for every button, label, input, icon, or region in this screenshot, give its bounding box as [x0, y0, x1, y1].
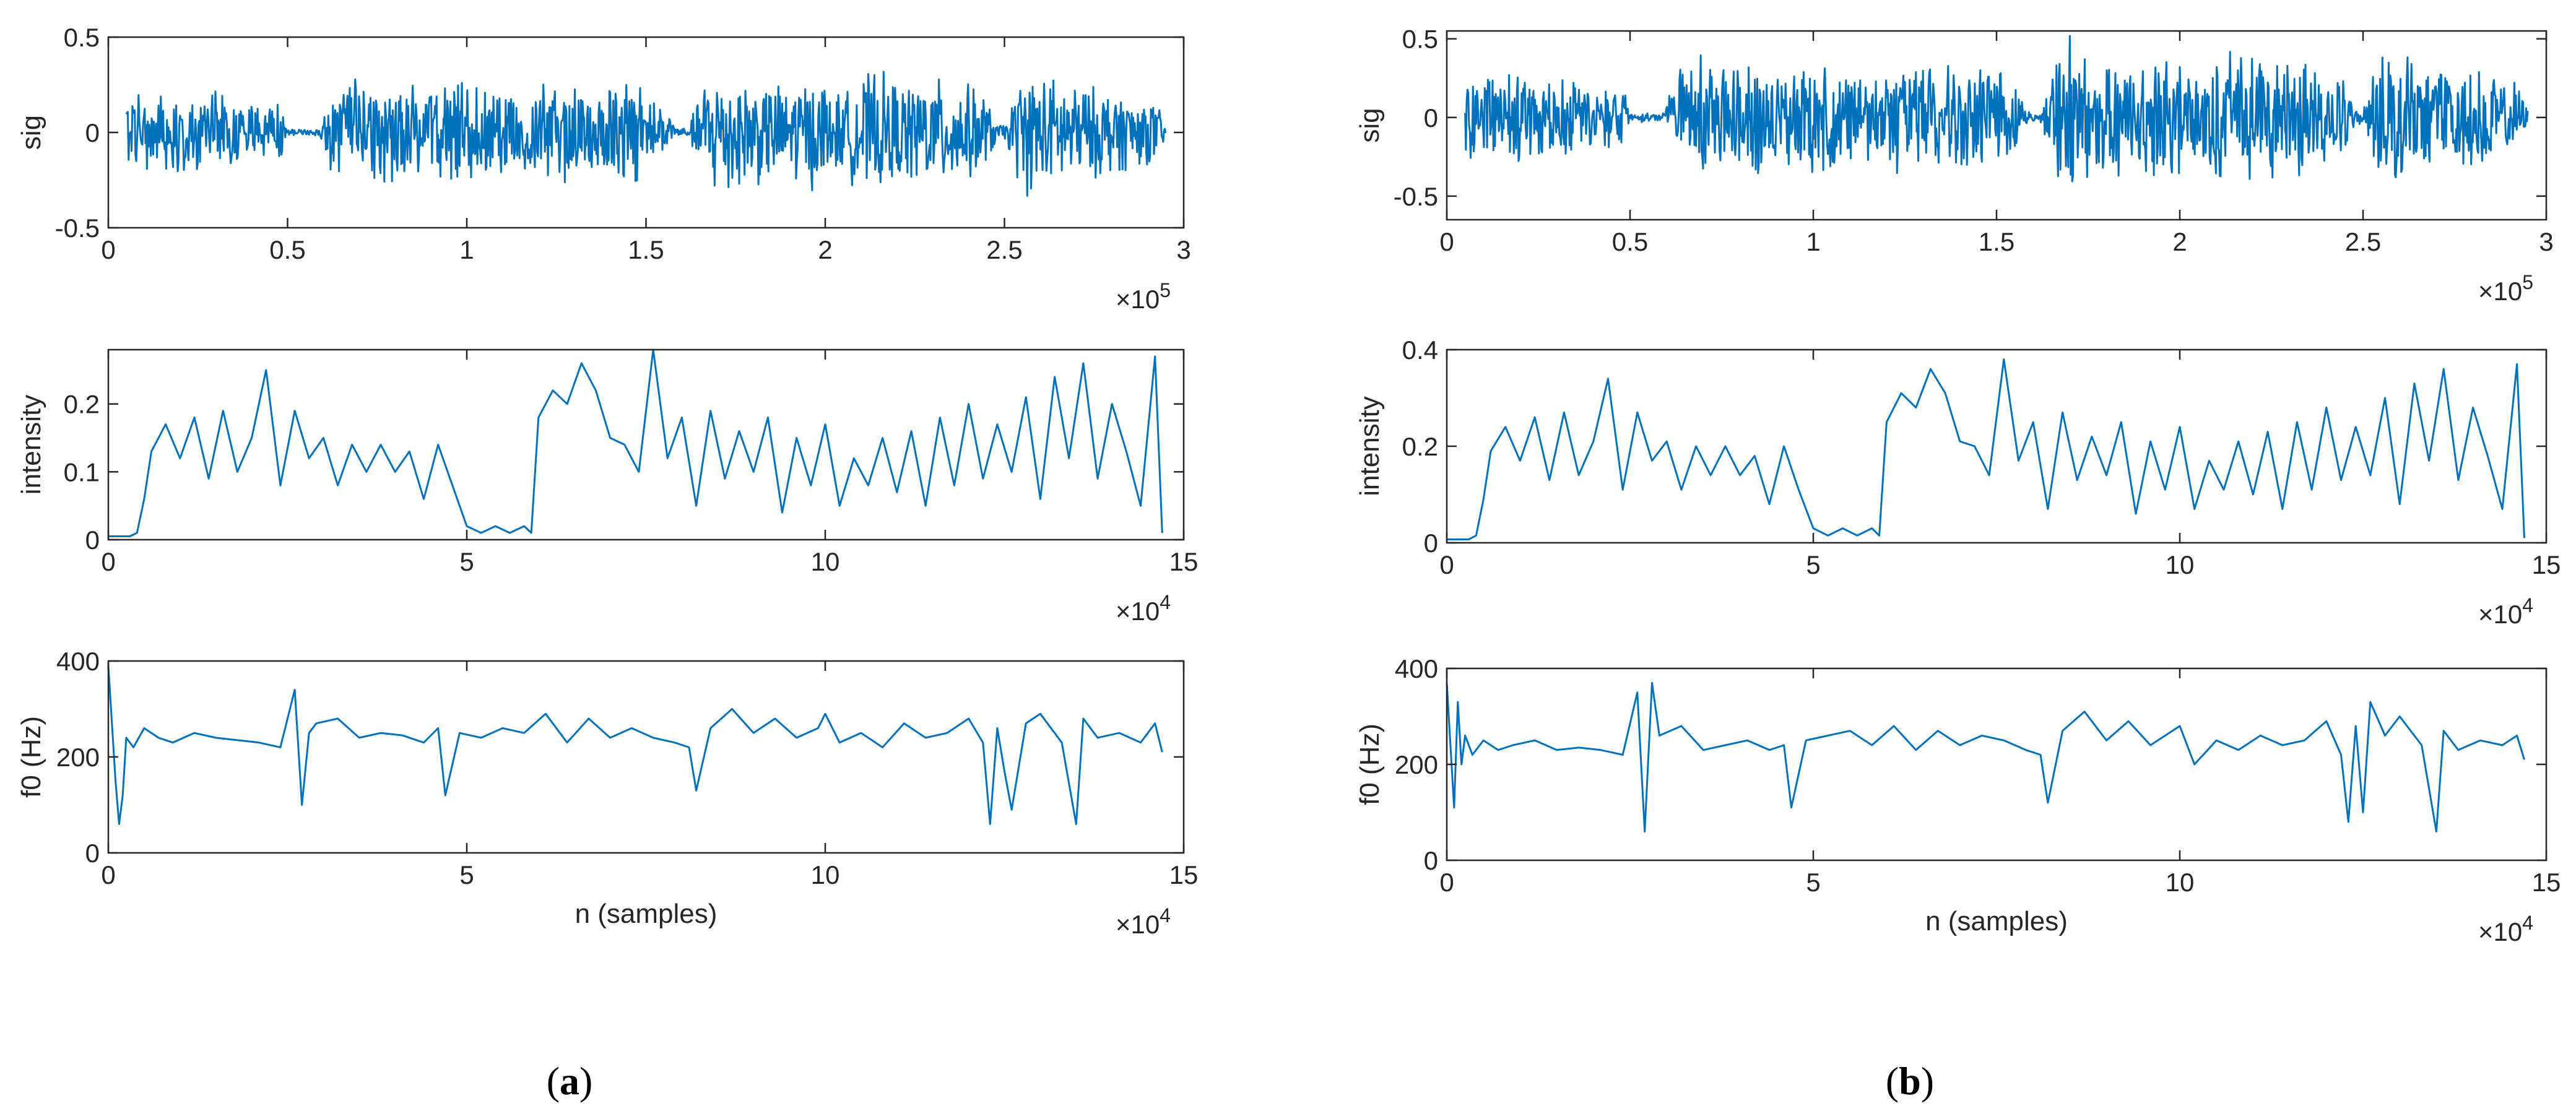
chart-a-intensity: 0 5 10 15 0 0.1 0.2 intensity ×104: [16, 348, 1199, 626]
chart-b-f0: 0 5 10 15 0 200 400 f0 (Hz) ×104 n (samples): [1355, 654, 2561, 946]
x-tick-label: 0: [101, 547, 115, 576]
y-tick-label: 0: [1424, 846, 1438, 875]
series-line: [125, 71, 1167, 197]
x-tick-label: 0.5: [1612, 227, 1648, 256]
x-tick-label: 1.5: [628, 235, 664, 264]
x-tick-label: 0: [101, 860, 115, 889]
x-tick-label: 5: [1806, 868, 1820, 897]
series-line: [1447, 358, 2525, 540]
x-multiplier-exponent: 4: [2522, 912, 2533, 934]
x-tick-label: 2: [818, 235, 832, 264]
series-line: [107, 665, 1163, 825]
y-axis-label: intensity: [16, 395, 46, 495]
x-tick-label: 10: [2166, 868, 2195, 897]
x-tick-label: 3: [1176, 235, 1190, 264]
x-tick-label: 0: [101, 235, 115, 264]
y-tick-label: 0.2: [1402, 432, 1438, 461]
y-tick-label: 0: [85, 525, 100, 555]
y-axis-label: sig: [16, 115, 46, 150]
y-tick-label: 0.5: [64, 23, 100, 52]
x-tick-label: 5: [459, 547, 474, 576]
y-tick-label: -0.5: [55, 214, 100, 243]
y-axis-label: f0 (Hz): [1355, 724, 1385, 805]
chart-b-intensity: 0 5 10 15 0 0.2 0.4 intensity ×104: [1355, 335, 2561, 629]
x-tick-label: 15: [1169, 860, 1199, 889]
y-tick-label: 400: [1395, 654, 1438, 683]
x-tick-label: 3: [2539, 227, 2553, 256]
x-axis-label: n (samples): [575, 899, 718, 929]
y-tick-label: 0.4: [1402, 335, 1438, 365]
y-tick-label: 0.2: [64, 390, 100, 419]
y-tick-label: 0.1: [64, 457, 100, 486]
x-tick-label: 2.5: [986, 235, 1022, 264]
axes-box: [107, 348, 1185, 541]
x-multiplier: ×105: [1116, 279, 1171, 314]
x-tick-label: 15: [2532, 868, 2561, 897]
x-tick-label: 2.5: [2345, 227, 2381, 256]
x-multiplier: ×104: [1116, 904, 1171, 939]
chart-a-f0: 0 5 10 15 0 200 400 f0 (Hz) ×104 n (samples): [16, 647, 1198, 939]
x-multiplier-exponent: 4: [2522, 594, 2533, 616]
x-tick-label: 10: [811, 860, 840, 889]
x-tick-label: 1: [459, 235, 474, 264]
panel-label-a: (a): [547, 1059, 593, 1103]
x-tick-label: 0.5: [269, 235, 305, 264]
series-line: [108, 348, 1163, 537]
x-tick-label: 5: [1806, 550, 1820, 579]
x-tick-label: 5: [459, 860, 474, 889]
x-multiplier-exponent: 5: [2522, 271, 2533, 293]
y-tick-label: 0: [1424, 529, 1438, 558]
x-axis-label: n (samples): [1925, 906, 2068, 936]
y-axis-label: intensity: [1355, 396, 1385, 496]
series-line: [1446, 681, 2525, 832]
x-tick-label: 0: [1439, 868, 1454, 897]
x-tick-label: 1.5: [1979, 227, 2014, 256]
x-multiplier-exponent: 4: [1160, 591, 1171, 613]
y-axis-label: f0 (Hz): [16, 716, 46, 798]
y-tick-label: 400: [56, 647, 100, 676]
x-tick-label: 15: [1169, 547, 1199, 576]
x-tick-label: 10: [811, 547, 840, 576]
x-tick-label: 1: [1806, 227, 1820, 256]
y-tick-label: 0.5: [1402, 25, 1438, 54]
series-line: [1464, 35, 2529, 183]
panel-label-a-letter: a: [560, 1059, 579, 1103]
y-tick-label: 0: [1424, 103, 1438, 132]
x-multiplier-exponent: 5: [1160, 279, 1171, 301]
panel-label-b: (b): [1886, 1059, 1934, 1103]
x-tick-label: 2: [2172, 227, 2187, 256]
y-tick-label: 0: [85, 839, 100, 868]
x-tick-label: 10: [2166, 550, 2195, 579]
y-tick-label: 200: [56, 743, 100, 772]
x-tick-label: 15: [2532, 550, 2561, 579]
axes-box: [1446, 667, 2548, 862]
y-axis-label: sig: [1355, 108, 1385, 142]
x-multiplier: ×104: [2478, 912, 2533, 946]
panel-label-b-letter: b: [1899, 1059, 1921, 1103]
x-tick-label: 0: [1439, 550, 1454, 579]
y-tick-label: 0: [85, 118, 100, 147]
y-tick-label: 200: [1395, 750, 1438, 779]
x-multiplier-exponent: 4: [1160, 904, 1171, 927]
x-multiplier: ×104: [1116, 591, 1171, 626]
x-tick-label: 0: [1439, 227, 1454, 256]
y-tick-label: -0.5: [1394, 182, 1438, 211]
x-multiplier: ×105: [2478, 271, 2533, 306]
x-multiplier: ×104: [2478, 594, 2533, 629]
axes-box: [1446, 348, 2548, 544]
axes-box: [107, 660, 1185, 854]
